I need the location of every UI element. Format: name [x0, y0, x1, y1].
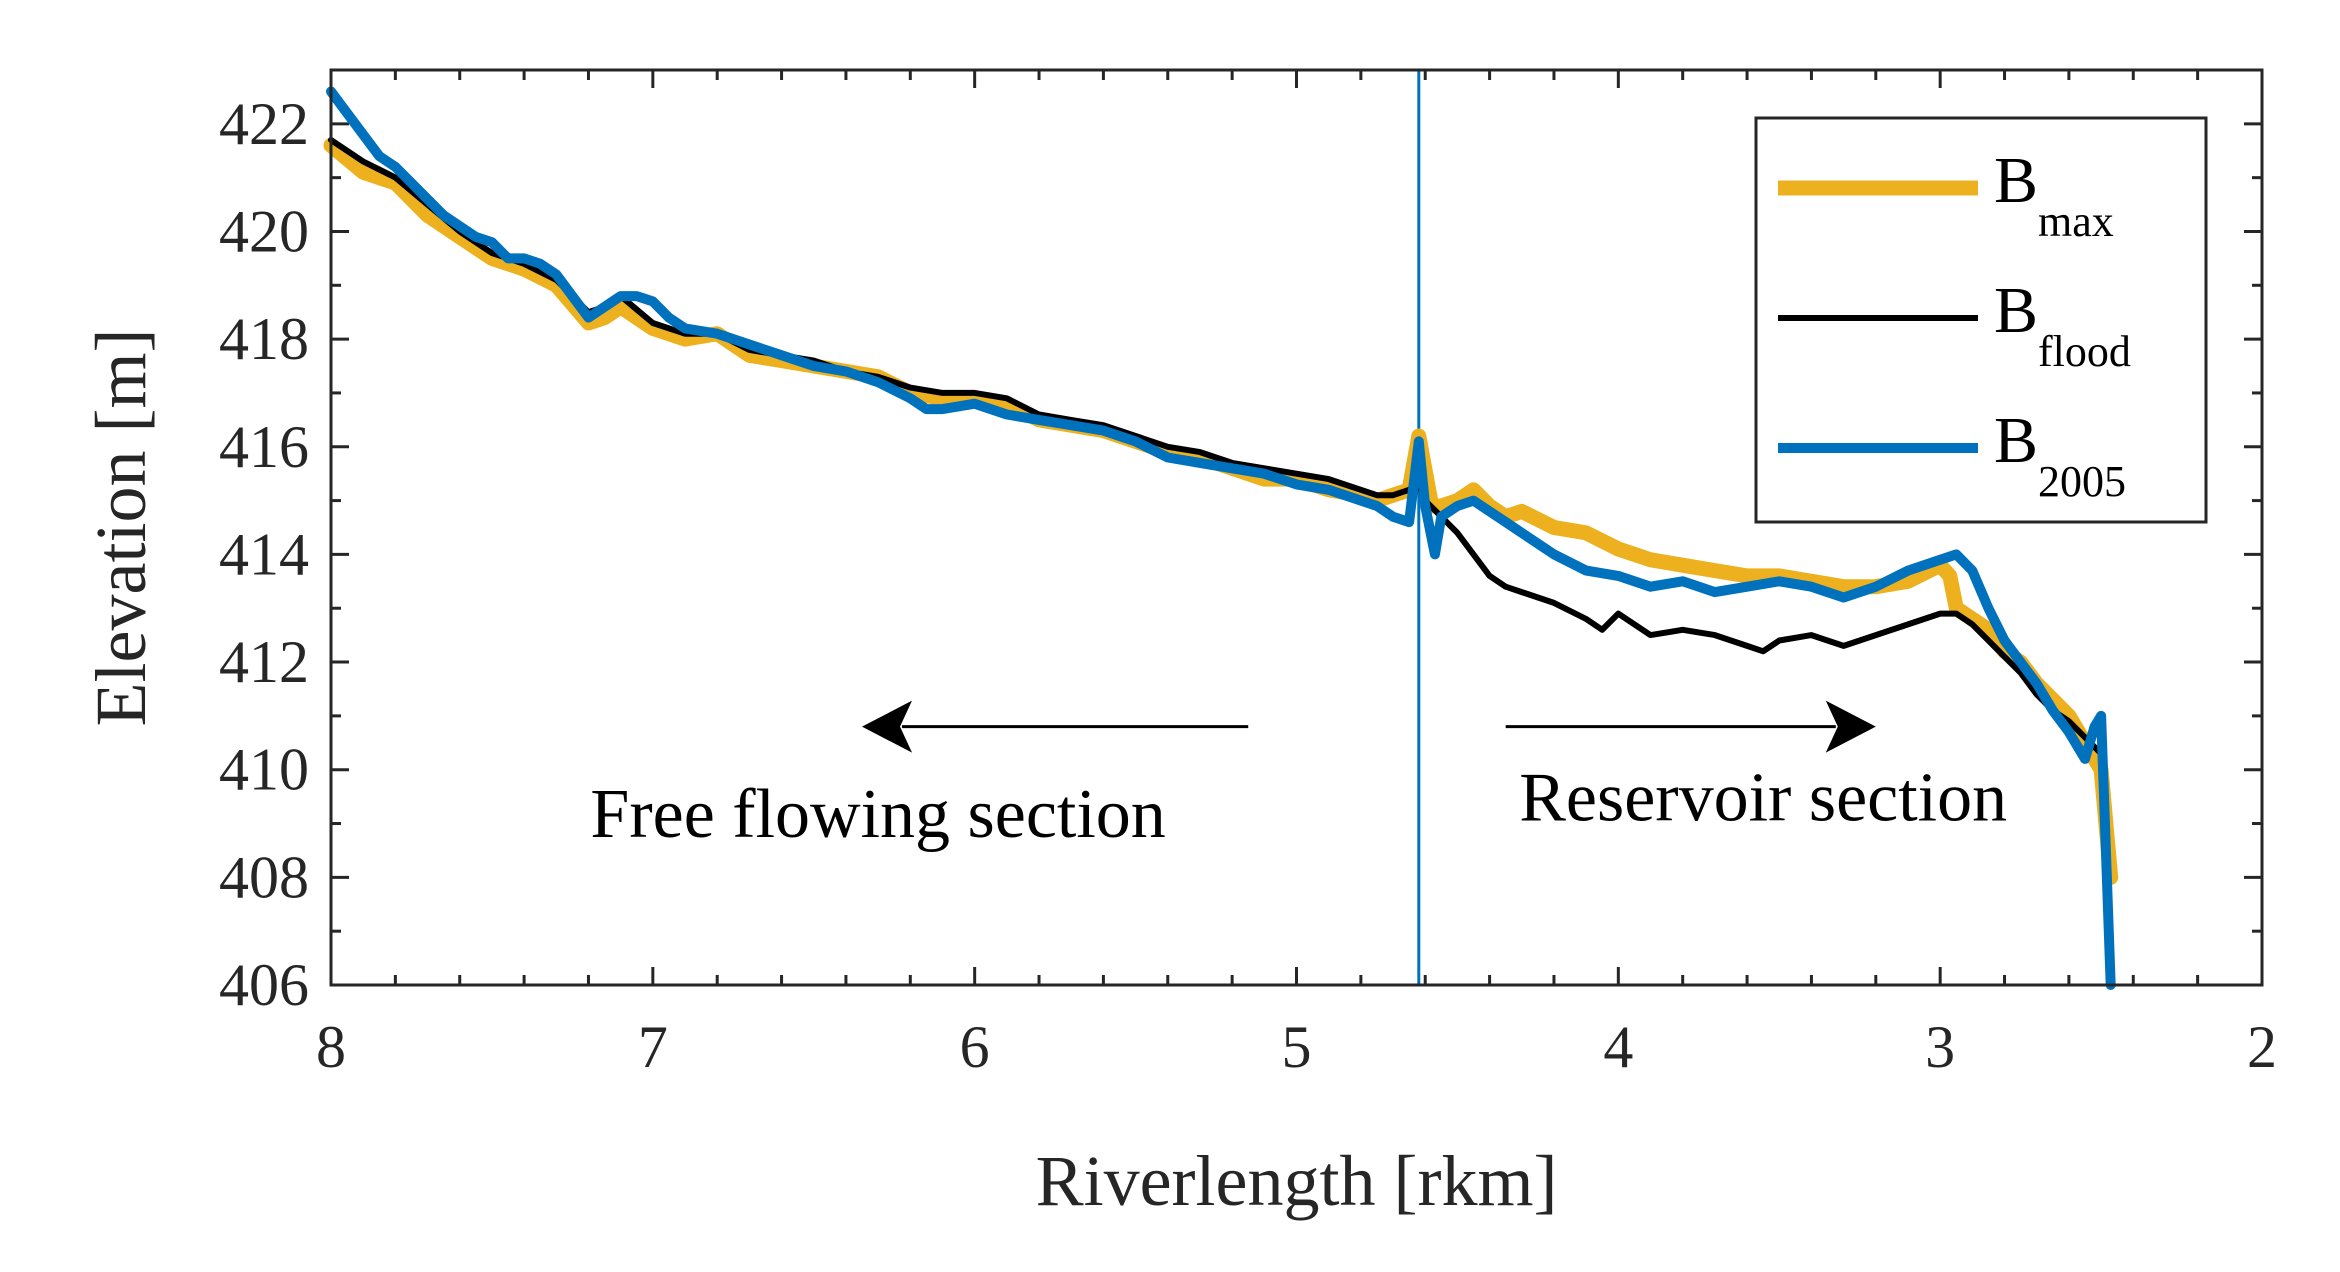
series-lines	[323, 86, 2119, 990]
y-tick-label: 410	[219, 737, 309, 803]
y-tick-label: 418	[219, 306, 309, 372]
y-tick-label: 412	[219, 629, 309, 695]
x-tick-label: 2	[2247, 1014, 2277, 1080]
y-tick-label: 414	[219, 521, 309, 587]
x-tick-label: 4	[1603, 1014, 1633, 1080]
series-line-bflood	[328, 137, 2105, 757]
legend-label-2005: B2005	[1994, 404, 2126, 506]
annotation-text-2: Reservoir section	[1519, 760, 2007, 837]
annotation-arrow-head-2	[1825, 700, 1876, 753]
y-tick-labels: 406 408 410 412 414 416 418 420 422	[219, 91, 309, 1018]
x-tick-label: 8	[316, 1014, 346, 1080]
x-axis-label: Riverlength [rkm]	[1036, 1141, 1558, 1221]
legend: Bmax Bflood B2005	[1754, 116, 2208, 524]
y-tick-label: 416	[219, 414, 309, 480]
x-tick-labels: 8 7 6 5 4 3 2	[316, 1014, 2277, 1080]
x-tick-label: 5	[1282, 1014, 1312, 1080]
x-tick-label: 7	[638, 1014, 668, 1080]
legend-label-flood: Bflood	[1994, 274, 2131, 376]
y-tick-label: 420	[219, 198, 309, 264]
annotation-arrow-head-1	[862, 700, 913, 753]
annotation-text-1: Free flowing section	[590, 776, 1165, 853]
legend-label-max: Bmax	[1994, 144, 2114, 246]
plot-area-frame	[329, 68, 2264, 987]
tick-marks	[329, 68, 2264, 987]
y-tick-label: 408	[219, 844, 309, 910]
y-tick-label: 422	[219, 91, 309, 157]
x-tick-label: 6	[960, 1014, 990, 1080]
y-axis-label: Elevation [m]	[81, 329, 161, 727]
x-tick-label: 3	[1925, 1014, 1955, 1080]
section-annotations: Free flowing section Reservoir section	[590, 700, 2007, 853]
y-tick-label: 406	[219, 952, 309, 1018]
series-line-b2005	[326, 86, 2116, 990]
